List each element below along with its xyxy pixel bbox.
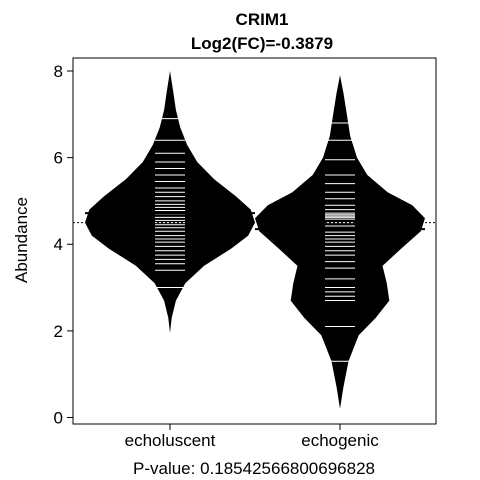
y-tick-label-0: 0	[54, 409, 63, 428]
x-tick-label-echoluscent: echoluscent	[125, 431, 216, 450]
x-axis: echoluscent echogenic	[125, 424, 379, 450]
y-tick-label-8: 8	[54, 62, 63, 81]
x-tick-label-echogenic: echogenic	[301, 431, 379, 450]
y-tick-label-2: 2	[54, 322, 63, 341]
chart-title: CRIM1	[236, 10, 289, 29]
y-tick-label-4: 4	[54, 235, 63, 254]
y-axis-label: Abundance	[12, 197, 31, 283]
y-axis: 0 2 4 6 8	[54, 62, 73, 428]
plot-frame	[72, 57, 437, 425]
group-means-layer	[85, 212, 425, 231]
bean-echoluscent	[85, 71, 255, 333]
beans-layer	[85, 71, 425, 409]
x-axis-label: P-value: 0.18542566800696828	[133, 459, 375, 478]
y-tick-label-6: 6	[54, 149, 63, 168]
chart-subtitle: Log2(FC)=-0.3879	[191, 34, 333, 53]
